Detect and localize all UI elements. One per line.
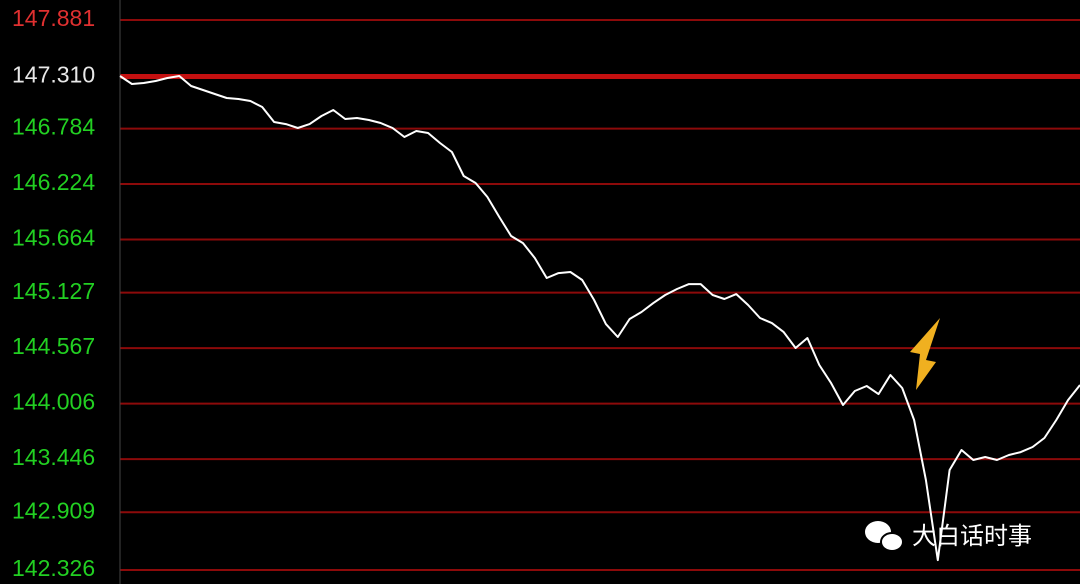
y-tick-label: 145.664 <box>12 225 95 251</box>
y-tick-label: 142.326 <box>12 555 95 581</box>
y-tick-label: 144.006 <box>12 389 95 415</box>
watermark-icon <box>865 521 904 552</box>
y-tick-label: 145.127 <box>12 278 95 304</box>
watermark: 大白话时事 <box>912 522 1032 550</box>
price-line <box>119 75 1080 562</box>
y-tick-label: 142.909 <box>12 497 95 523</box>
y-tick-label: 143.446 <box>12 444 95 470</box>
y-tick-label: 147.881 <box>12 5 95 31</box>
y-tick-label: 144.567 <box>12 333 95 359</box>
arrow-annotation <box>910 318 940 390</box>
y-tick-label: 146.224 <box>12 169 95 195</box>
y-tick-label: 146.784 <box>12 114 95 140</box>
y-tick-label: 147.310 <box>12 62 95 88</box>
